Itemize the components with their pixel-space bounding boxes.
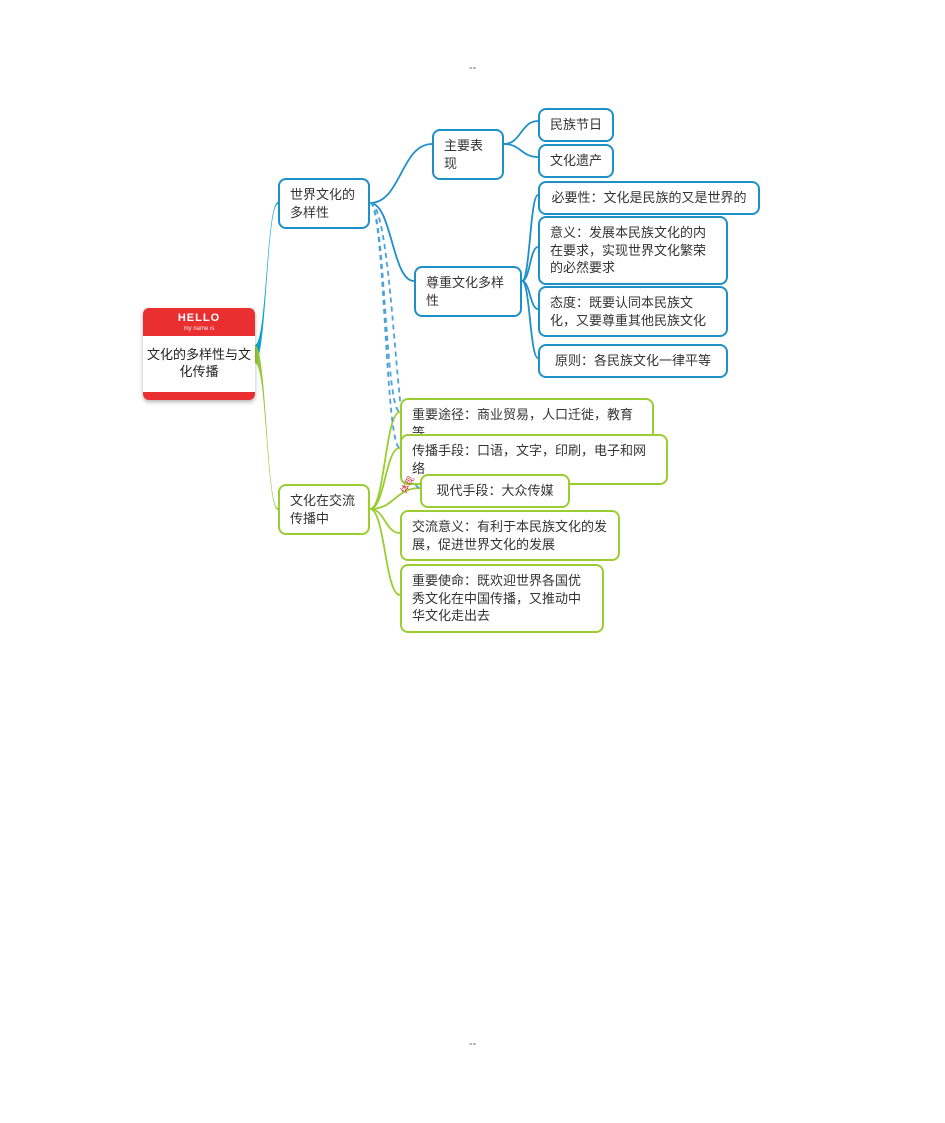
node-att: 态度：既要认同本民族文化，又要尊重其他民族文化	[538, 286, 728, 337]
edge-n_main-n_fest	[504, 121, 538, 144]
edge-n_resp-n_nec	[522, 195, 538, 281]
edge-n_world-n_main	[370, 144, 432, 203]
node-world: 世界文化的多样性	[278, 178, 370, 229]
root-label: 文化的多样性与文化传播	[143, 336, 255, 392]
edge-n_world-n_resp	[370, 203, 414, 281]
node-comm: 文化在交流传播中	[278, 484, 370, 535]
root-header: HELLOmy name is	[143, 308, 255, 336]
node-mean: 意义：发展本民族文化的内在要求，实现世界文化繁荣的必然要求	[538, 216, 728, 285]
node-main: 主要表现	[432, 129, 504, 180]
node-resp: 尊重文化多样性	[414, 266, 522, 317]
node-fest: 民族节日	[538, 108, 614, 142]
root-footer	[143, 392, 255, 400]
edge-n_comm-n_way	[370, 412, 400, 509]
edge-n_main-n_herit	[504, 144, 538, 157]
root-node: HELLOmy name is文化的多样性与文化传播	[143, 308, 255, 400]
branch-root-n_world	[255, 202, 278, 363]
node-sig: 交流意义：有利于本民族文化的发展，促进世界文化的发展	[400, 510, 620, 561]
edge-n_world-n_means	[370, 203, 400, 448]
node-prin: 原则：各民族文化一律平等	[538, 344, 728, 378]
node-miss: 重要使命：既欢迎世界各国优秀文化在中国传播，又推动中华文化走出去	[400, 564, 604, 633]
node-mod: 现代手段：大众传媒	[420, 474, 570, 508]
node-nec: 必要性：文化是民族的又是世界的	[538, 181, 760, 215]
mindmap-canvas: HELLOmy name is文化的多样性与文化传播 世界文化的多样性 主要表现民族…	[0, 0, 945, 1123]
node-herit: 文化遗产	[538, 144, 614, 178]
edge-n_world-n_way	[370, 203, 400, 412]
branch-root-n_comm	[255, 345, 278, 510]
